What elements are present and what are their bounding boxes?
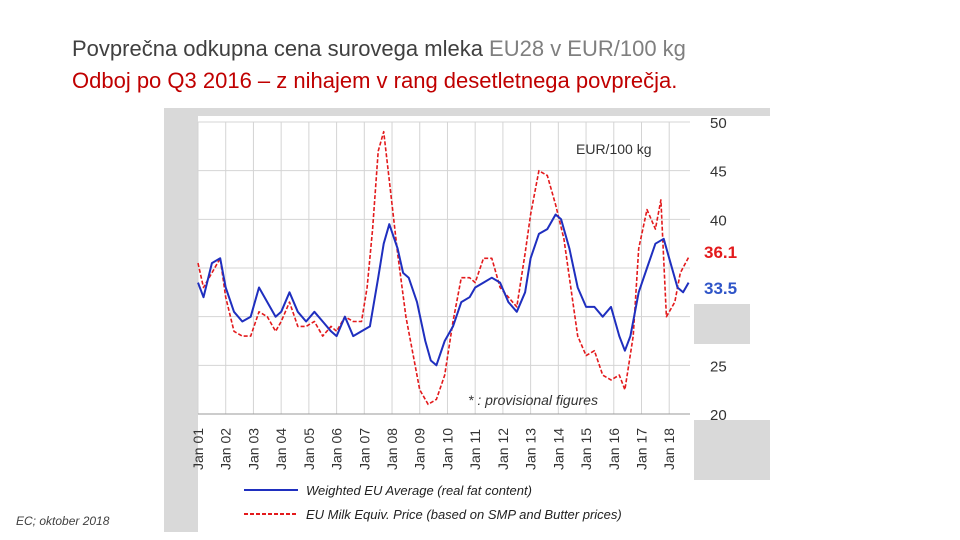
legend: Weighted EU Average (real fat content) EU… <box>244 483 622 522</box>
unit-label: EUR/100 kg <box>576 141 651 157</box>
y-axis-area <box>694 116 770 420</box>
series-group <box>197 130 690 406</box>
x-tick-label: Jan 08 <box>384 428 400 470</box>
chart-subtitle: Odboj po Q3 2016 – z nihajem v rang dese… <box>72 68 678 93</box>
source-note: EC; oktober 2018 <box>16 514 110 528</box>
legend-label: EU Milk Equiv. Price (based on SMP and B… <box>306 507 622 522</box>
x-tick-label: Jan 11 <box>467 429 483 470</box>
chart-title: Povprečna odkupna cena surovega mleka EU… <box>72 36 686 62</box>
y-tick-label: 20 <box>710 407 727 424</box>
series-line <box>197 130 690 406</box>
provisional-note: * : provisional figures <box>468 392 598 408</box>
y-tick-label: 25 <box>710 358 727 375</box>
y-tick-label: 40 <box>710 212 727 229</box>
end-label-cover <box>694 304 750 344</box>
x-tick-label: Jan 01 <box>190 428 206 470</box>
end-value-label: 33.5 <box>704 279 737 298</box>
series-line <box>197 213 690 367</box>
grid <box>197 121 690 415</box>
end-value-label: 36.1 <box>704 243 737 262</box>
x-tick-label: Jan 04 <box>273 428 289 470</box>
x-tick-label: Jan 10 <box>439 428 455 470</box>
legend-label: Weighted EU Average (real fat content) <box>306 483 532 498</box>
x-tick-label: Jan 18 <box>661 428 677 470</box>
legend-area <box>198 480 770 532</box>
x-tick-label: Jan 05 <box>301 428 317 470</box>
x-axis-area <box>198 420 694 480</box>
x-tick-label: Jan 16 <box>606 428 622 470</box>
y-axis-ticks: 20 25 40 45 50 <box>710 115 727 424</box>
x-tick-label: Jan 02 <box>218 428 234 470</box>
y-tick-label: 50 <box>710 115 727 132</box>
x-tick-label: Jan 17 <box>633 428 649 470</box>
y-tick-label: 45 <box>710 164 727 181</box>
x-tick-label: Jan 03 <box>245 428 261 470</box>
chart-title-main: Povprečna odkupna cena surovega mleka <box>72 36 483 61</box>
x-tick-label: Jan 13 <box>523 428 539 470</box>
x-tick-label: Jan 06 <box>329 428 345 470</box>
x-tick-label: Jan 09 <box>412 428 428 470</box>
x-tick-label: Jan 14 <box>550 428 566 470</box>
end-labels: 36.1 33.5 <box>704 243 737 298</box>
x-tick-label: Jan 15 <box>578 428 594 470</box>
chart-title-unit: EU28 v EUR/100 kg <box>482 36 686 61</box>
x-tick-label: Jan 07 <box>356 428 372 470</box>
x-tick-label: Jan 12 <box>495 428 511 470</box>
x-axis-ticks: Jan 01 Jan 02 Jan 03 Jan 04 Jan 05 Jan 06 Jan … <box>190 428 677 470</box>
